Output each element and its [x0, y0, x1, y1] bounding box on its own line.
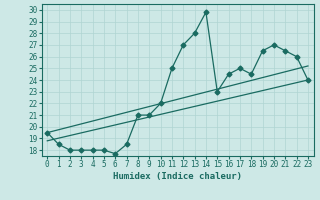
X-axis label: Humidex (Indice chaleur): Humidex (Indice chaleur) [113, 172, 242, 181]
